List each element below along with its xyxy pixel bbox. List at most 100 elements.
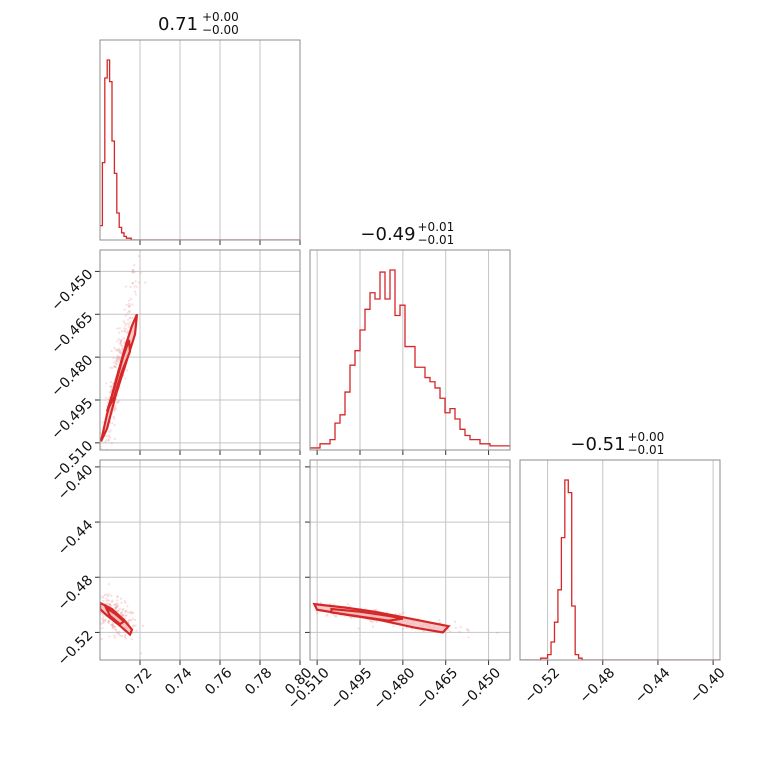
- x-tick-label: −0.480: [370, 665, 418, 713]
- scatter-point: [102, 619, 105, 623]
- scatter-point: [107, 593, 110, 596]
- scatter-point: [134, 293, 138, 296]
- scatter-point: [293, 602, 295, 604]
- axes-frame: [519, 459, 721, 661]
- scatter-point: [116, 340, 119, 343]
- scatter-point: [113, 365, 116, 368]
- scatter-point: [106, 602, 109, 605]
- scatter-point: [115, 357, 118, 360]
- scatter-point: [111, 626, 114, 630]
- scatter-point: [369, 619, 372, 623]
- joint-plot-area: [86, 582, 145, 655]
- scatter-point: [116, 358, 119, 361]
- scatter-point: [121, 609, 124, 612]
- scatter-point: [129, 285, 132, 288]
- scatter-point: [116, 327, 119, 330]
- scatter-point: [101, 621, 104, 624]
- scatter-point: [112, 625, 115, 628]
- scatter-point: [118, 331, 121, 334]
- scatter-point: [105, 382, 108, 385]
- scatter-point: [127, 325, 130, 329]
- scatter-point: [104, 619, 107, 622]
- scatter-point: [125, 614, 128, 617]
- x-tick-label: −0.52: [521, 665, 563, 707]
- scatter-point: [131, 316, 134, 320]
- scatter-point: [102, 599, 105, 603]
- x-tick-label: −0.48: [577, 665, 619, 707]
- scatter-point: [405, 626, 408, 630]
- scatter-point: [110, 422, 114, 425]
- scatter-point: [131, 271, 134, 274]
- marginal-histogram-0: [100, 59, 300, 240]
- scatter-point: [334, 615, 337, 618]
- scatter-point: [109, 603, 112, 607]
- scatter-point: [100, 622, 103, 625]
- scatter-point: [144, 281, 147, 284]
- scatter-point: [95, 490, 97, 492]
- scatter-point: [96, 622, 98, 624]
- scatter-point: [132, 624, 135, 627]
- scatter-point: [116, 602, 119, 605]
- scatter-point: [120, 601, 123, 604]
- scatter-point: [133, 271, 136, 274]
- scatter-point: [119, 339, 122, 342]
- scatter-point: [357, 627, 360, 630]
- scatter-point: [128, 320, 132, 324]
- scatter-point: [105, 455, 107, 457]
- scatter-point: [111, 366, 114, 369]
- scatter-point: [124, 633, 127, 637]
- scatter-point: [86, 602, 88, 604]
- scatter-point: [111, 624, 115, 627]
- scatter-point: [329, 603, 332, 606]
- scatter-point: [123, 327, 126, 330]
- scatter-point: [449, 630, 452, 633]
- scatter-point: [112, 626, 115, 629]
- scatter-point: [134, 618, 137, 622]
- scatter-point: [122, 613, 125, 617]
- scatter-point: [96, 617, 98, 619]
- scatter-point: [107, 461, 109, 463]
- scatter-point: [102, 618, 105, 622]
- density-contour-1: [103, 604, 126, 626]
- scatter-point: [96, 593, 98, 595]
- scatter-point: [139, 652, 143, 655]
- scatter-point: [103, 455, 105, 457]
- scatter-point: [110, 388, 113, 391]
- scatter-point: [114, 408, 117, 411]
- scatter-point: [107, 398, 110, 401]
- scatter-point: [118, 351, 121, 354]
- scatter-point: [94, 607, 96, 609]
- scatter-point: [459, 626, 462, 629]
- scatter-point: [123, 600, 126, 603]
- scatter-point: [115, 604, 118, 607]
- scatter-point: [115, 360, 118, 363]
- scatter-point: [124, 609, 127, 613]
- scatter-point: [112, 415, 115, 418]
- scatter-point: [371, 625, 375, 628]
- scatter-point: [114, 628, 117, 631]
- scatter-point: [119, 634, 122, 637]
- scatter-point: [101, 455, 103, 457]
- scatter-point: [124, 601, 127, 604]
- y-tick-label: −0.480: [48, 352, 96, 400]
- scatter-point: [105, 599, 108, 602]
- joint-panel-0-2: [86, 459, 301, 665]
- scatter-point: [128, 299, 131, 302]
- scatter-point: [130, 619, 133, 622]
- scatter-point: [101, 595, 104, 598]
- scatter-point: [108, 599, 111, 602]
- scatter-point: [116, 599, 119, 602]
- scatter-point: [131, 271, 134, 274]
- scatter-point: [126, 312, 129, 315]
- scatter-point: [94, 457, 96, 459]
- scatter-point: [120, 611, 124, 614]
- scatter-point: [133, 290, 137, 293]
- scatter-point: [97, 473, 99, 475]
- scatter-point: [110, 600, 113, 603]
- scatter-point: [138, 281, 141, 284]
- scatter-point: [133, 264, 136, 267]
- scatter-point: [467, 636, 470, 639]
- scatter-point: [107, 620, 110, 623]
- scatter-point: [113, 625, 116, 628]
- scatter-point: [129, 304, 132, 307]
